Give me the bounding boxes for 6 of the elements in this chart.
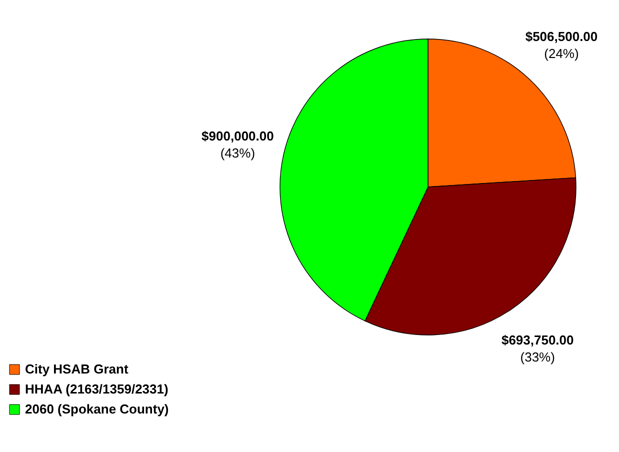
legend-label: 2060 (Spokane County) (25, 402, 169, 416)
text: $506,500.00 (24%) (525, 28, 598, 61)
legend-label: City HSAB Grant (25, 362, 129, 376)
text: $900,000.00 (43%) (202, 128, 274, 160)
legend-label: HHAA (2163/1359/2331) (25, 382, 168, 396)
text: $693,750.00 (33%) (501, 332, 574, 364)
